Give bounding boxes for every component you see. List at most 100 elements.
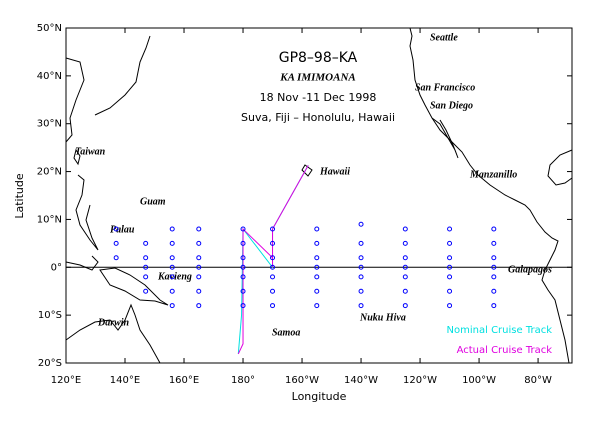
place-label: Galapagos xyxy=(508,264,552,275)
cruise-track xyxy=(237,165,309,355)
station xyxy=(447,255,453,261)
y-tick-label: 20°S xyxy=(38,358,62,369)
y-tick-label: 30°N xyxy=(37,119,62,130)
station xyxy=(143,288,149,294)
y-tick-label: 50°N xyxy=(37,23,62,34)
y-axis-label: Latitude xyxy=(13,173,26,219)
station xyxy=(491,240,497,246)
station xyxy=(240,288,246,294)
station xyxy=(358,221,364,227)
station xyxy=(358,274,364,280)
station xyxy=(358,255,364,261)
place-label: Nuku Hiva xyxy=(359,312,406,323)
place-label: Manzanillo xyxy=(469,169,517,180)
station xyxy=(314,264,320,270)
place-label: Seattle xyxy=(430,32,458,43)
x-tick-label: 120°E xyxy=(51,375,81,386)
station xyxy=(270,274,276,280)
baja-coast xyxy=(431,117,459,159)
station xyxy=(169,255,175,261)
place-label: San Diego xyxy=(430,100,473,111)
philippines-coast xyxy=(75,174,99,251)
station xyxy=(270,240,276,246)
americas-coast xyxy=(409,27,570,364)
station xyxy=(402,288,408,294)
station xyxy=(240,226,246,232)
borneo-coast xyxy=(65,255,99,271)
station xyxy=(402,240,408,246)
station xyxy=(358,264,364,270)
station xyxy=(270,303,276,309)
station xyxy=(113,255,119,261)
station xyxy=(447,274,453,280)
chart-subtitle: 18 Nov -11 Dec 1998 xyxy=(260,91,377,104)
station xyxy=(196,255,202,261)
place-label: San Francisco xyxy=(415,82,475,93)
station xyxy=(169,288,175,294)
plot-frame xyxy=(65,27,573,364)
station xyxy=(358,288,364,294)
station xyxy=(240,274,246,280)
station xyxy=(491,288,497,294)
y-tick-label: 10°N xyxy=(37,214,62,225)
new-guinea xyxy=(99,267,169,306)
station xyxy=(143,264,149,270)
station xyxy=(196,240,202,246)
station xyxy=(240,303,246,309)
station xyxy=(402,255,408,261)
station xyxy=(447,226,453,232)
station xyxy=(314,226,320,232)
station xyxy=(169,303,175,309)
taiwan xyxy=(73,148,81,166)
station xyxy=(270,288,276,294)
station xyxy=(169,240,175,246)
x-tick-label: 120°W xyxy=(403,375,437,386)
station xyxy=(240,264,246,270)
station xyxy=(314,255,320,261)
station xyxy=(491,264,497,270)
asia-coast xyxy=(65,57,85,143)
place-label: Taiwan xyxy=(75,146,106,157)
station xyxy=(240,255,246,261)
station xyxy=(270,226,276,232)
station xyxy=(447,240,453,246)
x-axis-label: Longitude xyxy=(292,390,347,403)
x-tick-label: 160°W xyxy=(285,375,319,386)
place-label: Guam xyxy=(140,196,166,207)
station xyxy=(196,303,202,309)
station xyxy=(402,303,408,309)
legend-entry: Actual Cruise Track xyxy=(457,345,553,356)
station xyxy=(447,288,453,294)
station xyxy=(358,303,364,309)
x-tick-label: 80°W xyxy=(524,375,552,386)
station xyxy=(491,303,497,309)
station xyxy=(491,226,497,232)
station xyxy=(447,303,453,309)
station xyxy=(113,240,119,246)
x-tick-label: 160°E xyxy=(169,375,199,386)
station xyxy=(196,264,202,270)
station xyxy=(491,274,497,280)
station xyxy=(196,274,202,280)
station xyxy=(196,288,202,294)
station xyxy=(358,240,364,246)
gulf-coast xyxy=(547,149,573,186)
station xyxy=(314,274,320,280)
station xyxy=(402,226,408,232)
y-tick-label: 40°N xyxy=(37,71,62,82)
japan-coast xyxy=(94,35,151,116)
chart-subtitle: Suva, Fiji – Honolulu, Hawaii xyxy=(241,111,395,124)
y-tick-label: 0° xyxy=(51,262,62,273)
station xyxy=(314,303,320,309)
station xyxy=(491,255,497,261)
place-label: Darwin xyxy=(97,317,130,328)
station xyxy=(113,226,119,232)
x-tick-label: 100°W xyxy=(462,375,496,386)
station xyxy=(270,264,276,270)
y-tick-label: 20°N xyxy=(37,167,62,178)
place-label: Hawaii xyxy=(319,166,350,177)
x-tick-label: 180° xyxy=(231,375,255,386)
station xyxy=(240,240,246,246)
